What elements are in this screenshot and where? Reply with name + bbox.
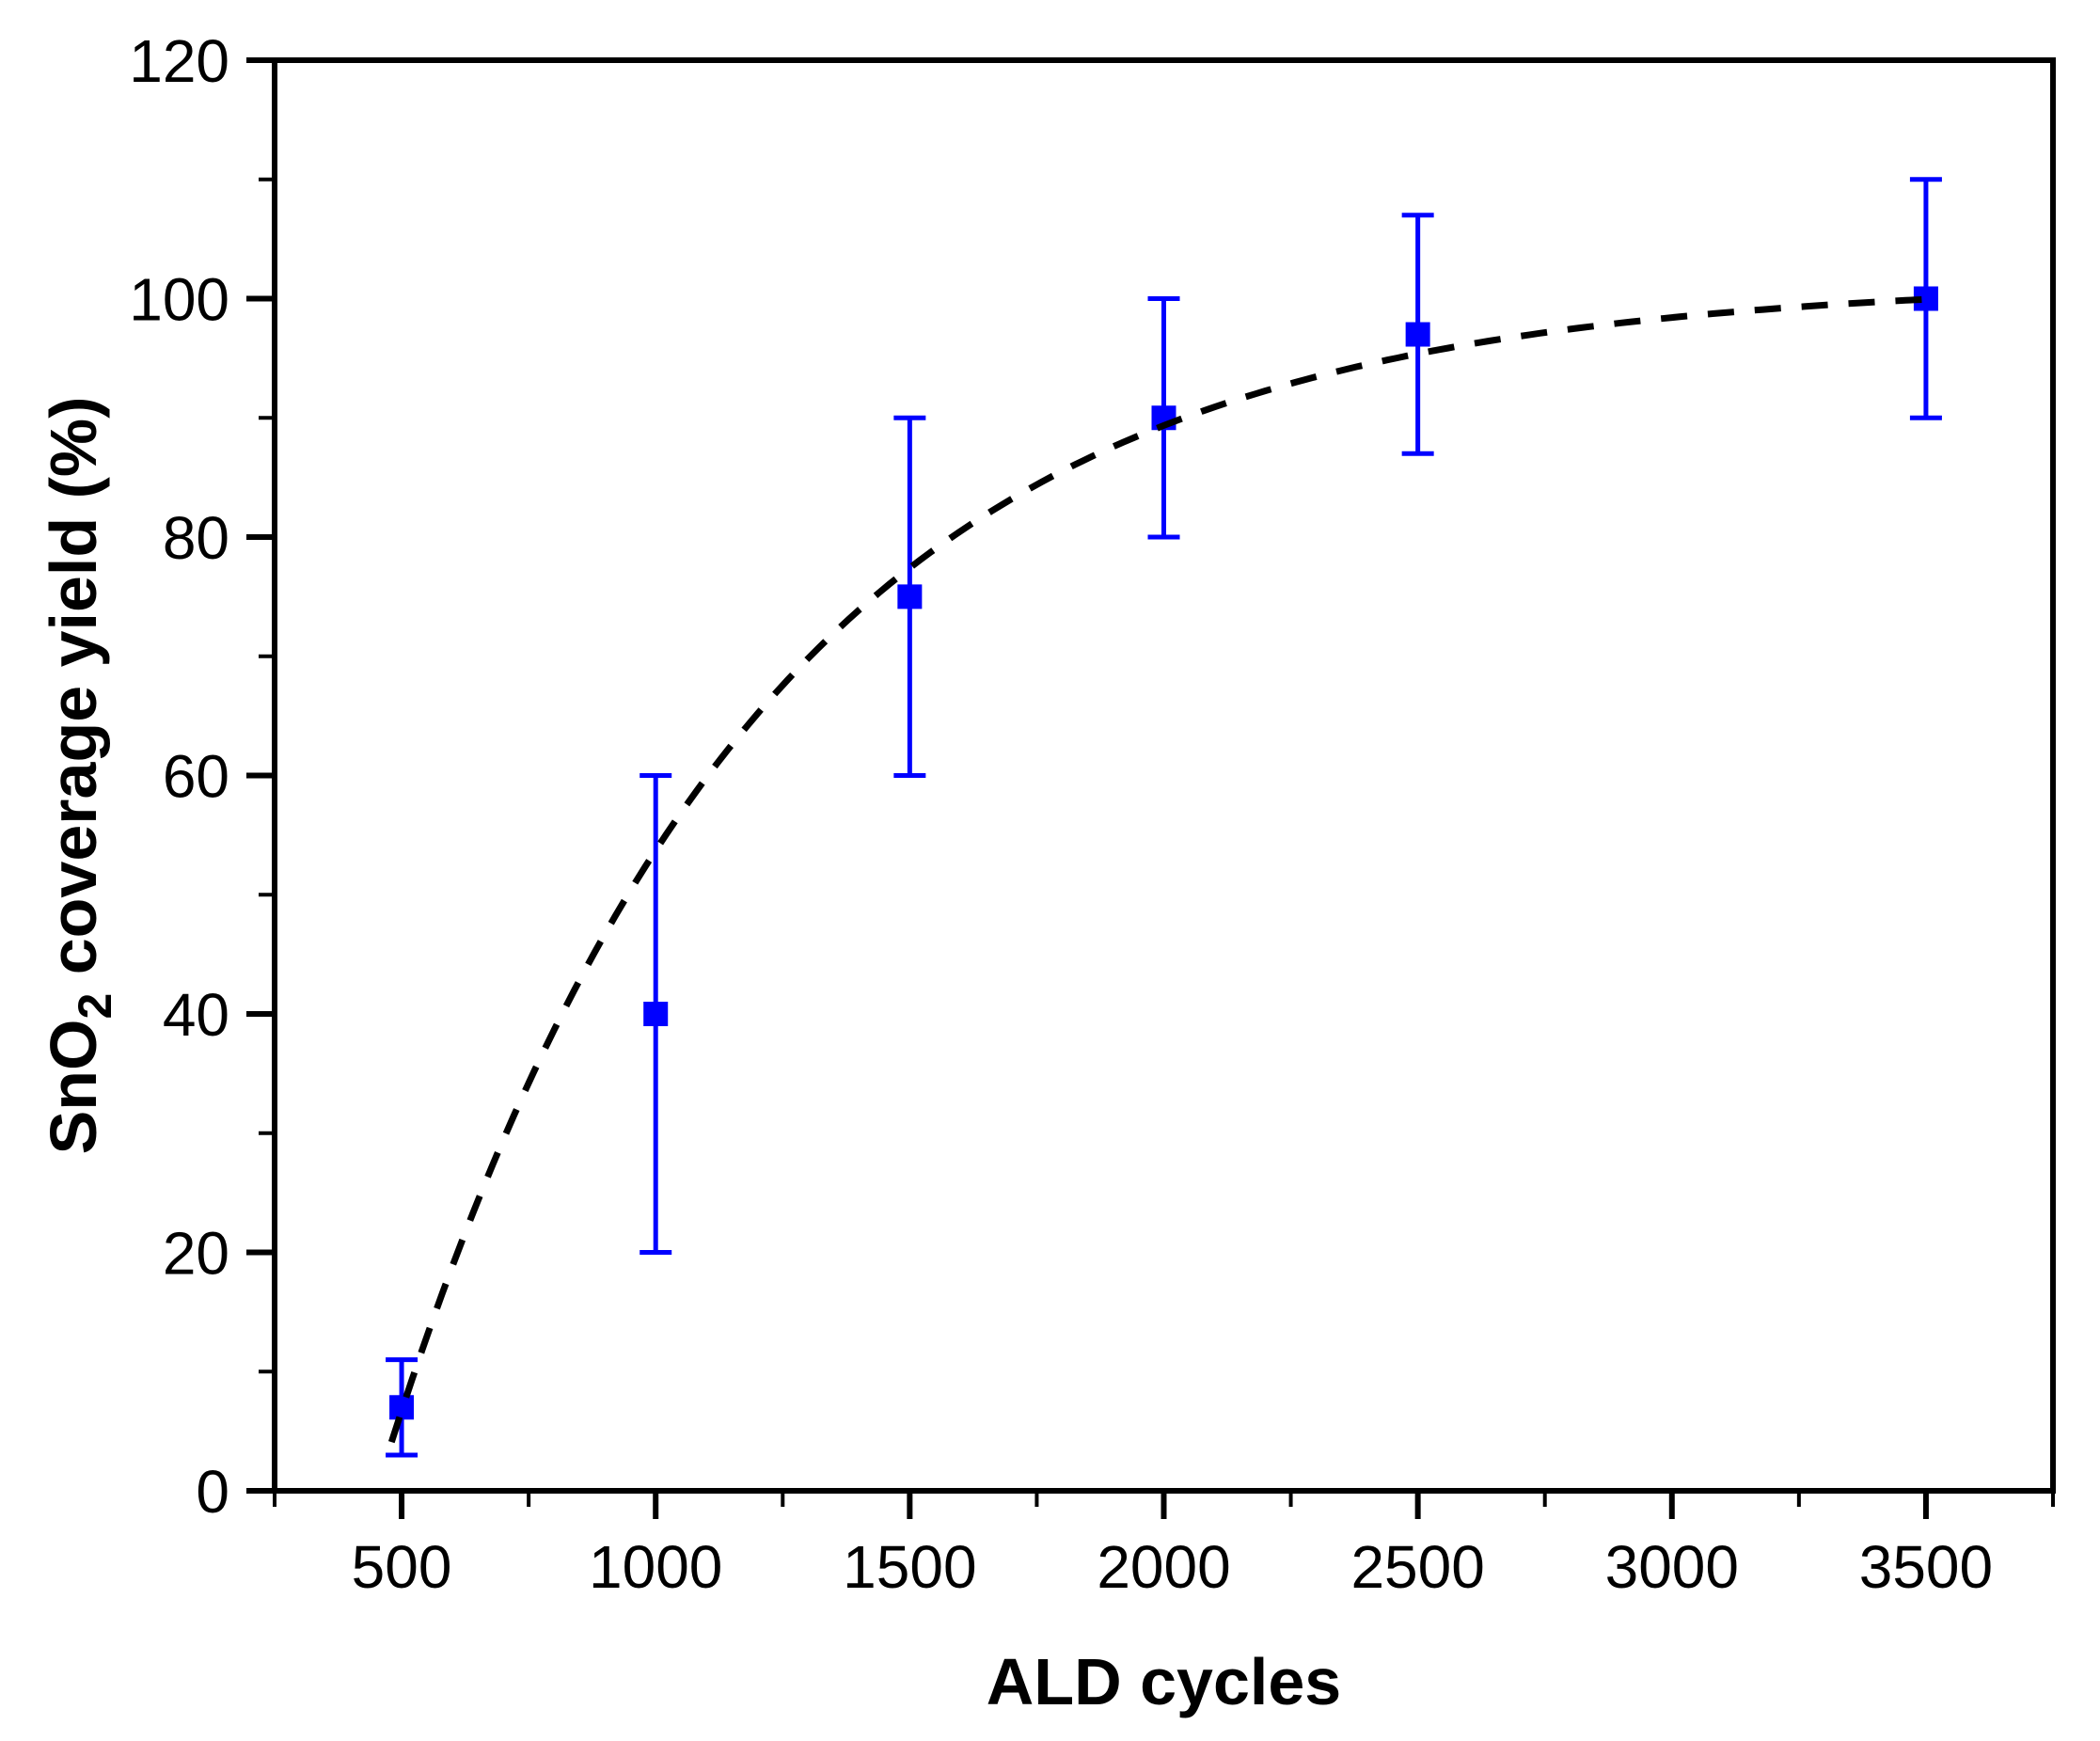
x-tick-label: 3000 — [1605, 1533, 1739, 1601]
x-tick-label: 500 — [352, 1533, 452, 1601]
x-tick-label: 3500 — [1859, 1533, 1993, 1601]
y-tick-label: 120 — [129, 27, 229, 95]
y-tick-label: 40 — [163, 981, 229, 1049]
data-point-marker — [643, 1002, 669, 1026]
x-tick-label: 2500 — [1350, 1533, 1484, 1601]
x-tick-label: 1000 — [589, 1533, 722, 1601]
y-axis-label-subscript: 2 — [69, 993, 121, 1020]
y-tick-label: 0 — [196, 1458, 229, 1526]
x-axis-label: ALD cycles — [987, 1645, 1341, 1718]
plot-frame — [272, 57, 2056, 1494]
fit-curve — [387, 295, 1927, 1444]
data-point-marker — [1405, 322, 1430, 347]
y-axis-label: SnO2 coverage yield (%) — [37, 397, 121, 1155]
x-tick-label: 1500 — [843, 1533, 976, 1601]
y-tick-label: 80 — [163, 504, 229, 572]
y-axis-label-prefix: SnO — [37, 1020, 110, 1155]
data-point-marker — [389, 1395, 415, 1420]
x-tick-label: 2000 — [1097, 1533, 1230, 1601]
data-point-marker — [897, 584, 923, 609]
y-tick-label: 100 — [129, 266, 229, 334]
y-tick-label: 60 — [163, 743, 229, 811]
y-tick-label: 20 — [163, 1220, 229, 1288]
y-axis-label-suffix: coverage yield (%) — [37, 397, 110, 993]
